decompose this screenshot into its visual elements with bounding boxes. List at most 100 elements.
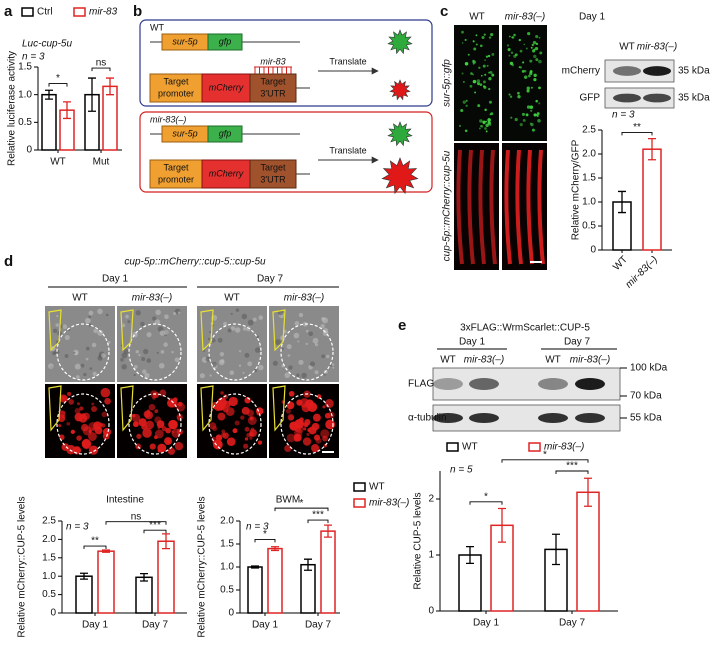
y-tick-label: 0 bbox=[50, 608, 56, 619]
dic-texture bbox=[64, 354, 69, 358]
lysosome bbox=[104, 397, 111, 405]
dic-texture bbox=[163, 330, 169, 335]
y-axis-label: Relative mCherry/GFP bbox=[571, 139, 582, 240]
lysosome bbox=[100, 387, 111, 398]
dic-texture bbox=[209, 374, 212, 377]
blot-band bbox=[613, 66, 641, 76]
dic-texture bbox=[296, 373, 300, 377]
muscle-stripe bbox=[489, 149, 497, 265]
gfp-nucleus bbox=[524, 75, 528, 79]
target-promoter-box bbox=[149, 159, 203, 189]
significance-bracket bbox=[555, 470, 589, 474]
dic-texture bbox=[314, 370, 319, 375]
blot-column: WT bbox=[619, 42, 635, 53]
lysosome bbox=[303, 422, 309, 428]
group-label: Day 7 bbox=[564, 337, 591, 348]
group-label: Day 7 bbox=[257, 274, 284, 285]
column-label: WT bbox=[224, 293, 240, 304]
gfp-nucleus bbox=[529, 59, 533, 63]
dic-texture bbox=[238, 364, 242, 367]
gfp-nucleus bbox=[535, 113, 538, 116]
lysosome bbox=[287, 413, 295, 421]
gfp-nucleus bbox=[533, 73, 537, 78]
gfp-nucleus bbox=[526, 105, 531, 109]
lysosome bbox=[322, 435, 328, 442]
panel-label: e bbox=[398, 317, 406, 334]
lysosome bbox=[243, 443, 249, 449]
error-bar bbox=[648, 137, 656, 161]
significance-bracket bbox=[91, 67, 111, 72]
dic-texture bbox=[321, 354, 326, 359]
y-tick-label: 2.5 bbox=[582, 125, 596, 136]
gfp-nucleus bbox=[482, 64, 486, 68]
sample-size: n = 3 bbox=[612, 110, 635, 121]
gfp-nucleus bbox=[510, 51, 514, 54]
lysosome bbox=[249, 432, 254, 437]
band-label: mCherry bbox=[562, 66, 600, 77]
lysosome bbox=[284, 444, 292, 453]
lysosome bbox=[306, 432, 310, 436]
significance-label: * bbox=[484, 491, 488, 502]
lysosome bbox=[257, 440, 263, 445]
dic-texture bbox=[146, 332, 152, 338]
dic-texture bbox=[293, 332, 300, 339]
gfp-nucleus bbox=[477, 104, 481, 108]
dic-texture bbox=[230, 312, 233, 315]
intestine-outline bbox=[128, 323, 182, 381]
dic-texture bbox=[218, 359, 225, 366]
lysosome bbox=[322, 405, 326, 409]
dic-texture bbox=[123, 348, 129, 355]
gfp-nucleus bbox=[510, 116, 513, 119]
intestine-outline bbox=[208, 393, 262, 455]
error-bar bbox=[271, 546, 279, 552]
band-label: FLAG bbox=[408, 379, 434, 390]
dic-texture bbox=[160, 350, 165, 354]
gfp-nucleus bbox=[491, 53, 495, 56]
star bbox=[387, 121, 413, 147]
y-tick-label: 1.5 bbox=[18, 62, 32, 73]
target-utr-box bbox=[249, 159, 297, 189]
gfp-nucleus bbox=[522, 118, 526, 122]
gfp-nucleus bbox=[538, 102, 541, 105]
legend-swatch bbox=[353, 498, 366, 508]
significance-label: * bbox=[300, 498, 304, 509]
lysosome bbox=[136, 433, 142, 439]
gfp-nucleus bbox=[490, 33, 494, 37]
dic-texture bbox=[91, 342, 97, 348]
dic-texture bbox=[135, 350, 140, 354]
lysosome bbox=[141, 423, 148, 430]
translate-text: Translate bbox=[329, 56, 366, 66]
band-size: 35 kDa bbox=[678, 93, 710, 104]
lysosome bbox=[157, 426, 161, 430]
dic-texture bbox=[85, 357, 89, 361]
gfp-nucleus bbox=[537, 118, 541, 123]
y-tick-label: 2.0 bbox=[220, 516, 234, 527]
bar bbox=[75, 575, 93, 614]
dic-texture bbox=[64, 335, 70, 341]
column-label: mir-83(–) bbox=[284, 293, 324, 304]
dic-texture bbox=[302, 321, 308, 327]
gfp-nucleus bbox=[519, 66, 523, 69]
significance-bracket bbox=[105, 521, 167, 525]
sample-size: n = 3 bbox=[66, 522, 89, 533]
y-tick-label: 0 bbox=[428, 606, 434, 617]
gfp-nucleus bbox=[506, 44, 510, 47]
dic-texture bbox=[97, 355, 103, 361]
intestine-outline bbox=[128, 393, 182, 455]
dic-texture bbox=[134, 365, 138, 369]
blot-band bbox=[643, 66, 671, 76]
gfp-nucleus bbox=[530, 86, 533, 89]
gfp-nucleus bbox=[489, 100, 492, 104]
dic-texture bbox=[329, 364, 332, 367]
sample-size: n = 3 bbox=[246, 522, 269, 533]
dic-texture bbox=[73, 351, 76, 354]
gfp-nucleus bbox=[461, 30, 464, 34]
sample-size: n = 5 bbox=[450, 465, 473, 476]
lysosome bbox=[149, 443, 156, 450]
lysosome bbox=[68, 399, 74, 405]
error-bar bbox=[88, 77, 96, 112]
gfp-nucleus bbox=[487, 54, 491, 58]
gfp-nucleus bbox=[472, 59, 475, 63]
y-tick-label: 0.5 bbox=[42, 589, 56, 600]
legend-label: Ctrl bbox=[37, 7, 53, 18]
